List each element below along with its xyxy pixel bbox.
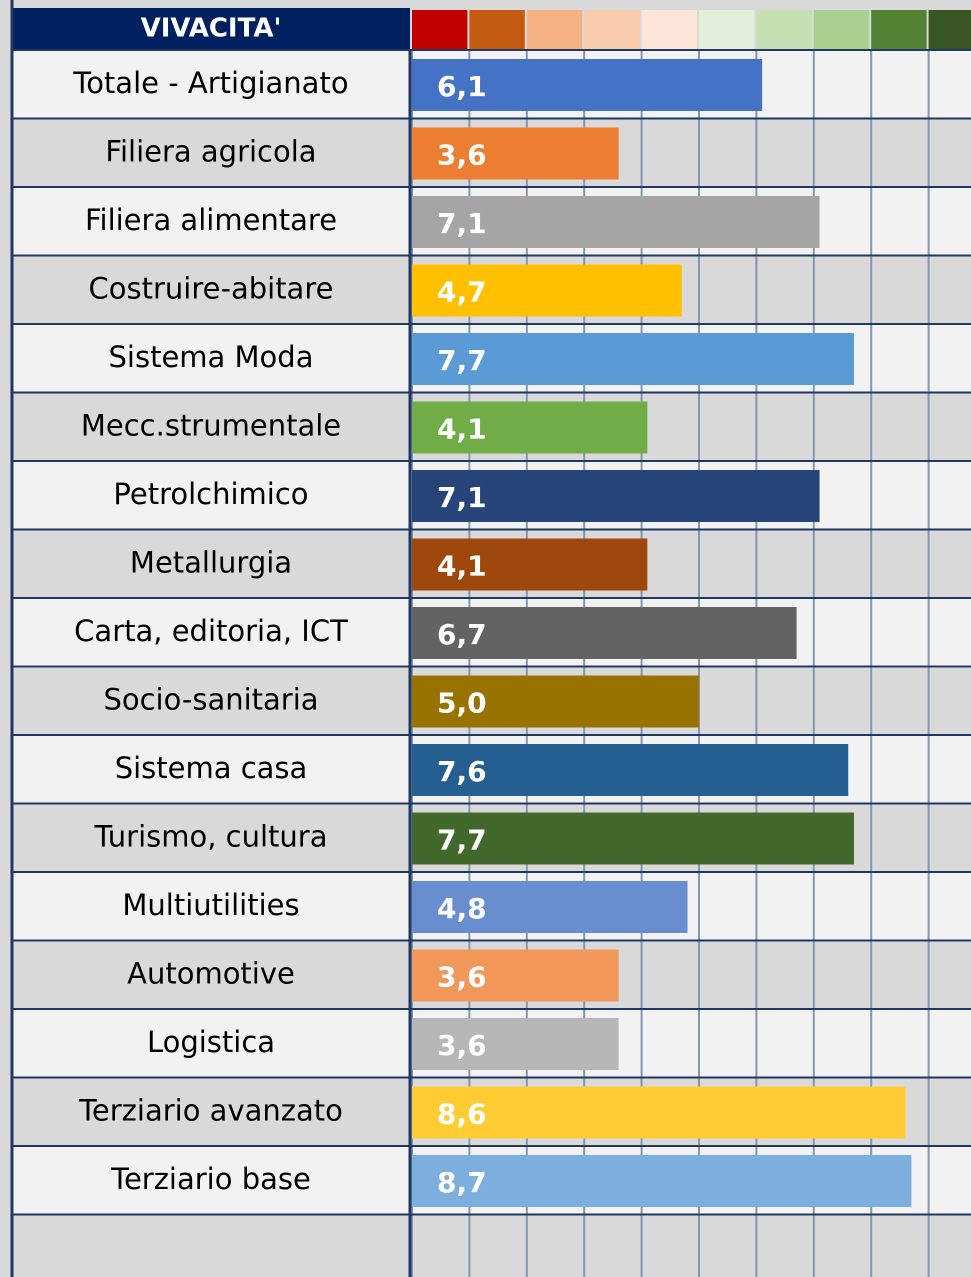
value-label: 4,1 <box>437 413 487 446</box>
category-label: Automotive <box>127 957 295 991</box>
category-label: Socio-sanitaria <box>103 683 318 717</box>
scale-cell <box>469 10 525 49</box>
scale-cell <box>871 10 927 49</box>
bar <box>412 401 648 454</box>
row-bg <box>12 1214 971 1277</box>
header-cell <box>12 8 410 49</box>
category-label: Petrolchimico <box>113 477 308 511</box>
bar <box>412 1018 619 1070</box>
bar <box>412 744 849 796</box>
bar <box>412 538 648 591</box>
bar <box>412 470 820 522</box>
value-label: 5,0 <box>437 687 487 720</box>
scale-cell <box>928 10 971 49</box>
value-label: 7,7 <box>437 344 487 377</box>
bar <box>412 59 763 111</box>
chart-title: VIVACITA' <box>141 14 282 44</box>
value-label: 3,6 <box>437 139 487 172</box>
category-label: Carta, editoria, ICT <box>74 614 348 648</box>
category-label: Mecc.strumentale <box>81 409 341 443</box>
value-label: 8,7 <box>437 1166 487 1199</box>
scale-cell <box>412 10 468 49</box>
value-label: 4,8 <box>437 892 487 925</box>
bar <box>412 333 854 385</box>
value-label: 6,7 <box>437 618 487 651</box>
bar <box>412 1155 912 1207</box>
category-label: Terziario base <box>110 1162 311 1196</box>
category-label: Terziario avanzato <box>78 1094 343 1128</box>
category-label: Costruire-abitare <box>89 272 334 306</box>
bar <box>412 1086 906 1139</box>
bar <box>412 812 854 865</box>
value-label: 8,6 <box>437 1098 487 1131</box>
value-label: 7,7 <box>437 824 487 857</box>
category-label: Multiutilities <box>122 888 299 922</box>
bar <box>412 264 682 317</box>
scale-cell <box>584 10 640 49</box>
scale-cell <box>813 10 870 49</box>
category-label: Metallurgia <box>130 546 292 580</box>
value-label: 3,6 <box>437 961 487 994</box>
value-label: 7,6 <box>437 755 487 788</box>
value-label: 4,1 <box>437 550 487 583</box>
scale-cell <box>756 10 812 49</box>
category-label: Turismo, cultura <box>93 820 327 854</box>
value-label: 7,1 <box>437 481 487 514</box>
bar <box>412 949 619 1002</box>
category-label: Filiera agricola <box>105 135 316 169</box>
category-label: Sistema casa <box>115 751 308 785</box>
bar <box>412 127 619 180</box>
value-label: 7,1 <box>437 207 487 240</box>
category-label: Logistica <box>147 1025 275 1059</box>
scale-cell <box>526 10 583 49</box>
value-label: 3,6 <box>437 1029 487 1062</box>
bar <box>412 675 699 728</box>
value-label: 4,7 <box>437 276 487 309</box>
scale-cell <box>641 10 697 49</box>
scale-cell <box>699 10 755 49</box>
value-label: 6,1 <box>437 70 487 103</box>
bar <box>412 607 797 659</box>
bar <box>412 881 688 933</box>
category-label: Filiera alimentare <box>85 203 337 237</box>
category-label: Totale - Artigianato <box>72 66 348 100</box>
category-label: Sistema Moda <box>109 340 314 374</box>
bar <box>412 196 820 248</box>
